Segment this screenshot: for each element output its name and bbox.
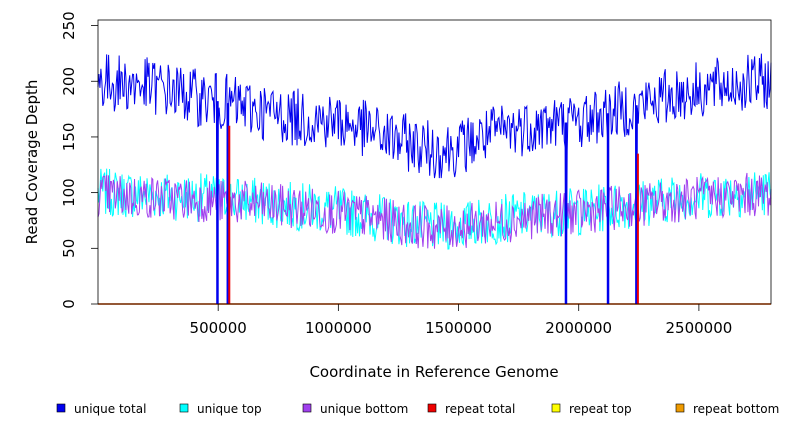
series-layer bbox=[97, 53, 772, 305]
legend-item: repeat bottom bbox=[675, 402, 779, 416]
y-axis-title: Read Coverage Depth bbox=[23, 80, 41, 245]
y-tick-label: 50 bbox=[60, 239, 78, 258]
x-tick-label: 2000000 bbox=[545, 319, 612, 337]
legend-swatch bbox=[179, 403, 189, 413]
series-line-unique-total bbox=[97, 53, 772, 305]
y-tick-label: 0 bbox=[60, 299, 78, 309]
legend-swatch bbox=[302, 403, 312, 413]
legend: unique total unique top unique bottom repea… bbox=[56, 402, 779, 416]
legend-swatch bbox=[427, 403, 437, 413]
series-line-unique-bottom bbox=[97, 172, 772, 249]
x-axis-title: Coordinate in Reference Genome bbox=[309, 363, 558, 381]
y-axis: 0 50 100 150 200 250 bbox=[60, 11, 98, 309]
plot-frame bbox=[97, 19, 772, 305]
legend-label: unique top bbox=[197, 402, 262, 416]
legend-label: unique total bbox=[74, 402, 146, 416]
legend-item: unique total bbox=[56, 402, 146, 416]
legend-item: unique top bbox=[179, 402, 262, 416]
legend-item: unique bottom bbox=[302, 402, 408, 416]
y-tick-label: 200 bbox=[60, 67, 78, 96]
legend-swatch bbox=[675, 403, 685, 413]
legend-item: repeat total bbox=[427, 402, 515, 416]
y-tick-label: 150 bbox=[60, 123, 78, 152]
legend-label: repeat top bbox=[569, 402, 632, 416]
x-tick-label: 500000 bbox=[190, 319, 247, 337]
legend-label: repeat total bbox=[445, 402, 515, 416]
legend-label: unique bottom bbox=[320, 402, 408, 416]
x-tick-label: 2500000 bbox=[665, 319, 732, 337]
y-tick-label: 100 bbox=[60, 178, 78, 207]
x-axis: 500000 1000000 1500000 2000000 2500000 bbox=[190, 304, 732, 337]
legend-item: repeat top bbox=[551, 402, 632, 416]
legend-label: repeat bottom bbox=[693, 402, 779, 416]
x-tick-label: 1500000 bbox=[425, 319, 492, 337]
legend-swatch bbox=[551, 403, 561, 413]
spike-layer bbox=[216, 101, 639, 304]
x-tick-label: 1000000 bbox=[305, 319, 372, 337]
y-tick-label: 250 bbox=[60, 11, 78, 40]
legend-swatch bbox=[56, 403, 66, 413]
